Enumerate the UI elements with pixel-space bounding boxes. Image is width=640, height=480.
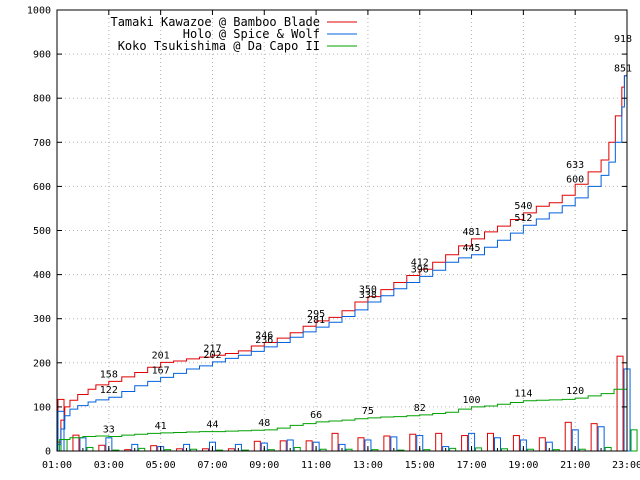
hourly-bar <box>604 446 612 452</box>
grid <box>57 10 627 451</box>
data-label: 158 <box>100 369 118 380</box>
data-label: 201 <box>152 350 170 361</box>
hourly-bar <box>487 432 494 452</box>
data-label: 350 <box>359 285 377 296</box>
series-lines <box>57 46 628 452</box>
y-tick-label: 800 <box>33 94 51 105</box>
hourly-bar <box>150 445 158 452</box>
hourly-bar <box>512 435 520 452</box>
y-tick-label: 400 <box>33 270 51 281</box>
data-label: 66 <box>310 410 322 421</box>
hourly-bar <box>357 437 365 452</box>
data-label: 445 <box>463 243 481 254</box>
data-label: 217 <box>203 343 221 354</box>
series-line <box>57 75 628 445</box>
data-label: 295 <box>307 309 325 320</box>
y-tick-label: 700 <box>33 138 51 149</box>
data-label: 633 <box>566 160 584 171</box>
hourly-bar <box>630 429 638 452</box>
data-label: 100 <box>463 395 481 406</box>
tick-labels: 0 100 200 300 400 500 600 700 800 900 1000 01:00 03:… <box>27 6 640 472</box>
data-label: 540 <box>514 201 532 212</box>
hourly-bar <box>616 355 624 452</box>
x-tick-label: 09:00 <box>249 460 279 471</box>
data-label: 600 <box>566 174 584 185</box>
hourly-bar <box>383 435 391 452</box>
plot-frame <box>56 9 628 452</box>
y-tick-label: 600 <box>33 182 51 193</box>
legend-label: Koko Tsukishima @ Da Capo II <box>118 39 320 53</box>
axes <box>56 9 628 452</box>
x-tick-label: 01:00 <box>42 460 72 471</box>
data-label: 246 <box>255 331 273 342</box>
x-tick-label: 21:00 <box>560 460 590 471</box>
data-label: 33 <box>103 424 115 435</box>
data-label: 412 <box>411 257 429 268</box>
series-line <box>57 373 628 452</box>
hourly-bar <box>409 433 417 452</box>
hourly-bar <box>293 446 301 452</box>
data-label: 44 <box>206 420 218 431</box>
hourly-bar <box>331 432 339 452</box>
y-tick-label: 900 <box>33 50 51 61</box>
hourly-bar <box>253 440 261 452</box>
x-tick-label: 05:00 <box>146 460 176 471</box>
hourly-bar <box>98 444 106 452</box>
data-label: 481 <box>463 227 481 238</box>
data-label: 396 <box>411 264 429 275</box>
x-tick-label: 15:00 <box>405 460 435 471</box>
x-tick-label: 17:00 <box>456 460 486 471</box>
data-label: 851 <box>614 64 632 75</box>
hourly-bar <box>461 435 469 452</box>
x-tick-label: 23:00 <box>612 460 640 471</box>
hourly-bar <box>597 426 605 452</box>
series-line <box>57 46 628 443</box>
y-tick-label: 200 <box>33 358 51 369</box>
hourly-bars <box>57 355 638 452</box>
data-label: 48 <box>258 418 270 429</box>
data-label: 122 <box>100 385 118 396</box>
data-label: 41 <box>155 421 167 432</box>
hourly-bar <box>538 437 546 452</box>
legend-label: Tamaki Kawazoe @ Bamboo Blade <box>110 15 320 29</box>
data-label: 512 <box>514 213 532 224</box>
hourly-bar <box>590 423 598 452</box>
data-label: 236 <box>255 335 273 346</box>
y-tick-label: 0 <box>45 447 51 458</box>
data-label: 281 <box>307 315 325 326</box>
hourly-bar <box>86 446 94 452</box>
x-tick-label: 11:00 <box>301 460 331 471</box>
hourly-bar <box>279 440 287 452</box>
data-label: 167 <box>152 365 170 376</box>
hourly-bar <box>564 421 572 452</box>
data-label: 114 <box>514 389 532 400</box>
x-tick-label: 13:00 <box>353 460 383 471</box>
data-label: 202 <box>203 350 221 361</box>
y-tick-label: 500 <box>33 226 51 237</box>
data-label: 338 <box>359 290 377 301</box>
x-tick-label: 03:00 <box>94 460 124 471</box>
data-label: 75 <box>362 406 374 417</box>
data-label: 918 <box>614 34 632 45</box>
y-tick-label: 100 <box>33 402 51 413</box>
hourly-bar <box>435 432 443 452</box>
hourly-bar <box>305 440 313 452</box>
x-tick-label: 19:00 <box>508 460 538 471</box>
y-tick-label: 300 <box>33 314 51 325</box>
data-label: 82 <box>414 403 426 414</box>
x-tick-label: 07:00 <box>197 460 227 471</box>
data-labels: 158 201 217 246 295 350 412 481 540 633 918 122 167 2… <box>100 34 632 435</box>
legend-label: Holo @ Spice & Wolf <box>183 27 320 41</box>
y-tick-label: 1000 <box>27 6 51 17</box>
data-label: 120 <box>566 386 584 397</box>
